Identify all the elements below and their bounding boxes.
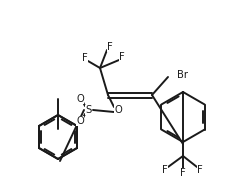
Text: O: O [76, 116, 84, 126]
Text: F: F [162, 165, 168, 175]
Text: F: F [82, 53, 88, 63]
Text: O: O [114, 105, 122, 115]
Text: F: F [107, 42, 113, 52]
Text: F: F [119, 52, 125, 62]
Text: O: O [76, 94, 84, 104]
Text: Br: Br [177, 70, 188, 80]
Text: F: F [180, 168, 186, 178]
Text: F: F [197, 165, 203, 175]
Text: S: S [85, 105, 91, 115]
